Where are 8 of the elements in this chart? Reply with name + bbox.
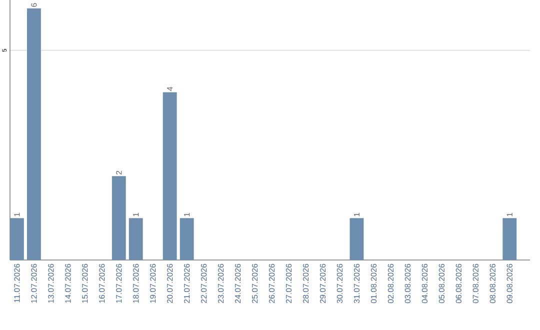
bar [26,8,41,260]
bar [350,218,364,260]
bar [10,218,24,260]
bar [112,176,126,260]
bar [162,92,177,260]
bar [180,218,194,260]
bar [128,218,143,260]
bar [502,218,517,260]
